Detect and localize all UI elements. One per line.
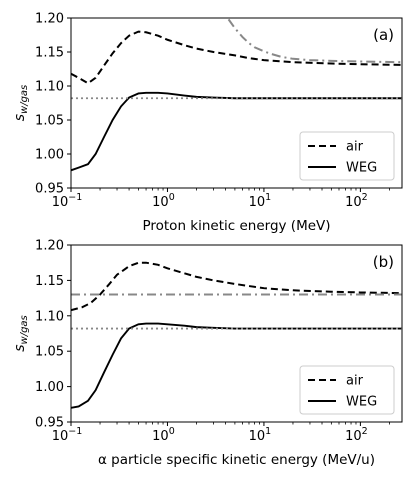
y-tick-label: 1.10 xyxy=(35,80,64,95)
x-tick-exponent: 2 xyxy=(362,192,368,203)
y-tick-label: 1.05 xyxy=(35,114,64,129)
x-tick-exponent: 0 xyxy=(169,426,175,437)
y-tick-label: 1.05 xyxy=(35,345,64,360)
y-tick-label: 1.20 xyxy=(35,239,64,254)
x-tick-base: 10 xyxy=(52,195,69,210)
x-tick-label: 102 xyxy=(345,426,368,444)
x-tick-exponent: −1 xyxy=(68,192,82,203)
y-axis-label: sw/gas xyxy=(12,315,30,352)
x-axis-label: α particle specific kinetic energy (MeV/… xyxy=(98,452,375,468)
y-tick-label: 1.15 xyxy=(35,274,64,289)
x-tick-label: 10−1 xyxy=(52,192,83,210)
y-tick-label: 1.00 xyxy=(35,148,64,163)
x-axis-label: Proton kinetic energy (MeV) xyxy=(142,218,330,234)
panel-label: (b) xyxy=(373,253,394,271)
y-tick-label: 1.10 xyxy=(35,309,64,324)
y-axis-label-main: s xyxy=(12,344,28,351)
x-tick-exponent: 1 xyxy=(265,426,271,437)
panel-label: (a) xyxy=(373,26,394,44)
series-line-air xyxy=(71,30,402,85)
x-tick-exponent: −1 xyxy=(68,426,82,437)
x-tick-exponent: 2 xyxy=(362,426,368,437)
x-tick-label: 102 xyxy=(345,192,368,210)
legend-label-weg: WEG xyxy=(346,395,377,410)
y-tick-label: 1.15 xyxy=(35,46,64,61)
legend: air WEG xyxy=(299,365,395,415)
x-tick-label: 100 xyxy=(152,192,175,210)
x-tick-base: 10 xyxy=(345,195,362,210)
series-group xyxy=(71,18,402,172)
x-tick-exponent: 1 xyxy=(265,192,271,203)
x-tick-base: 10 xyxy=(52,429,69,444)
x-tick-base: 10 xyxy=(152,429,169,444)
legend-label-weg: WEG xyxy=(346,161,377,176)
plot-frame xyxy=(70,244,403,423)
x-tick-base: 10 xyxy=(345,429,362,444)
series-line-air xyxy=(71,261,402,312)
legend-label-air: air xyxy=(346,374,364,389)
x-tick-label: 101 xyxy=(249,192,272,210)
y-axis-label: sw/gas xyxy=(12,85,30,122)
x-tick-label: 100 xyxy=(152,426,175,444)
legend-label-air: air xyxy=(346,140,364,155)
x-tick-label: 10−1 xyxy=(52,426,83,444)
series-line-weg xyxy=(71,322,402,409)
y-tick-label: 1.00 xyxy=(35,380,64,395)
y-tick-label: 0.95 xyxy=(35,416,64,431)
x-tick-base: 10 xyxy=(152,195,169,210)
y-tick-label: 1.20 xyxy=(35,12,64,27)
series-line-reference-dashdot xyxy=(227,18,402,64)
plot-frame xyxy=(70,17,403,189)
y-axis-label-subscript: w/gas xyxy=(19,315,30,344)
y-axis-label-subscript: w/gas xyxy=(19,85,30,114)
x-tick-label: 101 xyxy=(249,426,272,444)
x-tick-base: 10 xyxy=(249,195,266,210)
legend: air WEG xyxy=(299,131,395,181)
series-group xyxy=(71,261,402,409)
x-tick-exponent: 0 xyxy=(169,192,175,203)
x-tick-base: 10 xyxy=(249,429,266,444)
y-axis-label-main: s xyxy=(12,114,28,121)
series-line-weg xyxy=(71,91,402,172)
y-tick-label: 0.95 xyxy=(35,182,64,197)
